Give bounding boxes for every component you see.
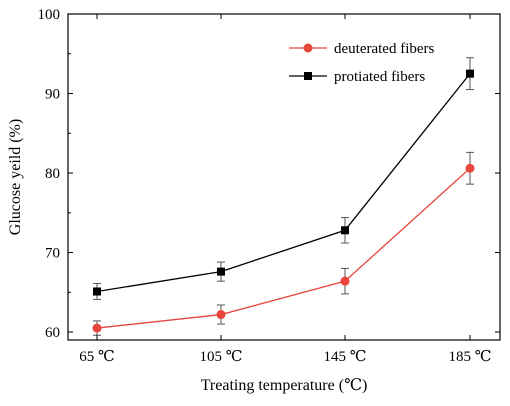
y-tick-label: 100 <box>38 7 61 23</box>
legend: deuterated fibers protiated fibers <box>289 41 435 85</box>
legend-entry-deuterated: deuterated fibers <box>289 41 435 57</box>
data-point <box>92 323 102 333</box>
y-axis-label: Glucose yeild (%) <box>7 119 24 235</box>
y-tick-label: 90 <box>45 87 60 103</box>
x-tick-label: 145 ℃ <box>323 349 366 365</box>
series-line-0 <box>96 167 471 329</box>
y-tick-label: 60 <box>45 325 60 341</box>
data-point <box>340 276 350 286</box>
x-tick-label: 185 ℃ <box>448 349 491 365</box>
y-tick-label: 80 <box>45 166 60 182</box>
data-point <box>216 310 226 320</box>
data-point <box>217 267 225 276</box>
series-line-1 <box>96 73 471 293</box>
legend-label-protiated: protiated fibers <box>334 69 425 85</box>
legend-entry-protiated: protiated fibers <box>289 69 425 85</box>
x-axis-label: Treating temperature (℃) <box>201 377 368 394</box>
data-point <box>93 287 101 296</box>
data-point <box>341 226 349 235</box>
y-tick-label: 70 <box>45 246 60 262</box>
legend-label-deuterated: deuterated fibers <box>334 41 435 57</box>
data-point <box>465 163 475 173</box>
series-lines <box>96 73 471 329</box>
legend-marker-deuterated <box>303 43 313 53</box>
y-axis: 60 70 80 90 100 <box>38 7 500 341</box>
data-point <box>466 69 474 78</box>
error-bars <box>93 57 474 336</box>
x-tick-label: 65 ℃ <box>79 349 115 365</box>
x-axis: 65 ℃ 105 ℃ 145 ℃ 185 ℃ <box>79 14 492 365</box>
x-tick-label: 105 ℃ <box>199 349 242 365</box>
plot-frame <box>67 13 501 341</box>
series-markers <box>92 69 475 333</box>
legend-marker-protiated <box>304 72 312 80</box>
